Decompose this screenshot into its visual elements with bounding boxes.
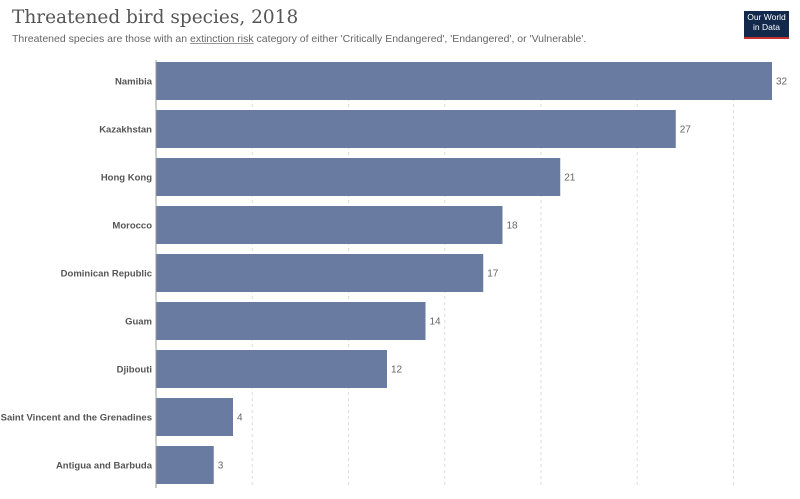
category-label-3: Morocco — [112, 221, 152, 232]
chart-subtitle: Threatened species are those with an ext… — [12, 33, 586, 45]
value-label-6: 12 — [391, 365, 403, 376]
value-label-8: 3 — [218, 461, 224, 472]
category-label-1: Kazakhstan — [99, 125, 152, 136]
bar-6 — [156, 350, 387, 388]
logo-line-1: Our World — [747, 12, 786, 22]
category-label-4: Dominican Republic — [61, 269, 152, 280]
subtitle-text-pre: Threatened species are those with an — [12, 33, 191, 45]
category-label-8: Antigua and Barbuda — [56, 461, 153, 472]
category-label-5: Guam — [125, 317, 152, 328]
category-label-0: Namibia — [115, 77, 153, 88]
value-label-0: 32 — [776, 77, 788, 88]
category-label-7: Saint Vincent and the Grenadines — [1, 413, 152, 424]
extinction-risk-link[interactable]: extinction risk — [190, 33, 254, 45]
bar-8 — [156, 446, 214, 484]
category-label-2: Hong Kong — [101, 173, 152, 184]
bar-7 — [156, 398, 233, 436]
value-label-5: 14 — [430, 317, 442, 328]
value-label-2: 21 — [564, 173, 576, 184]
category-label-6: Djibouti — [117, 365, 152, 376]
logo-line-2: in Data — [753, 21, 780, 32]
bar-4 — [156, 254, 484, 292]
bar-3 — [156, 206, 503, 244]
bar-0 — [156, 62, 772, 100]
chart-title: Threatened bird species, 2018 — [12, 7, 299, 28]
bar-1 — [156, 110, 676, 148]
value-label-3: 18 — [507, 221, 519, 232]
bar-2 — [156, 158, 561, 196]
subtitle-text-post: category of either 'Critically Endangere… — [253, 33, 587, 45]
bar-5 — [156, 302, 426, 340]
owid-logo[interactable]: Our World in Data — [744, 11, 789, 39]
value-label-4: 17 — [487, 269, 499, 280]
value-label-7: 4 — [237, 413, 243, 424]
value-label-1: 27 — [680, 125, 692, 136]
